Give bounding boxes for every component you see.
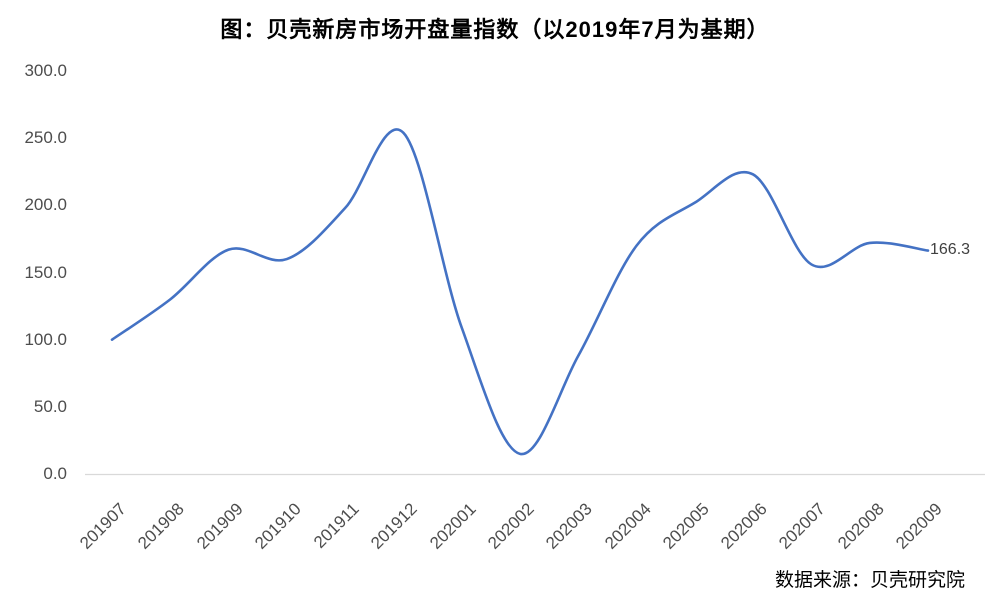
chart-title: 图：贝壳新房市场开盘量指数（以2019年7月为基期） bbox=[220, 17, 770, 42]
y-axis-tick-label: 0.0 bbox=[43, 464, 67, 483]
data-source-note: 数据来源：贝壳研究院 bbox=[774, 570, 965, 591]
y-axis-tick-label: 200.0 bbox=[24, 195, 67, 215]
y-axis-tick-label: 50.0 bbox=[33, 396, 67, 416]
y-axis-tick-label: 300.0 bbox=[24, 61, 67, 80]
y-axis-tick-label: 250.0 bbox=[24, 128, 67, 148]
y-axis-tick-label: 150.0 bbox=[24, 262, 67, 282]
index-line-series bbox=[110, 128, 930, 456]
last-point-data-label: 166.3 bbox=[930, 241, 971, 258]
y-axis-tick-label: 100.0 bbox=[24, 329, 67, 349]
